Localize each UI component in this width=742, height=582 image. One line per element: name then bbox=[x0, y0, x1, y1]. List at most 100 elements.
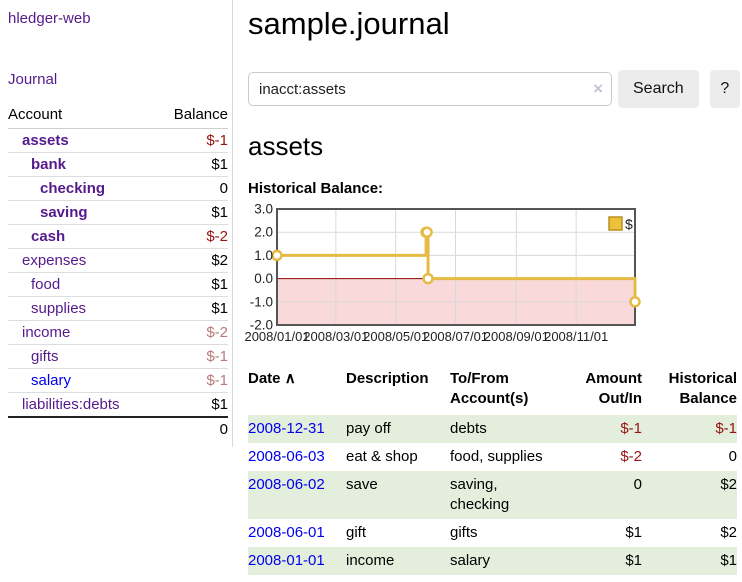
account-balance-value: $1 bbox=[156, 392, 228, 418]
y-axis-tick-label: -2.0 bbox=[250, 318, 273, 333]
account-row: income $-2 bbox=[8, 320, 228, 345]
data-point-marker bbox=[422, 272, 434, 285]
sidebar-item-journal[interactable]: Journal bbox=[8, 71, 58, 88]
sidebar-account-link[interactable]: checking bbox=[40, 180, 106, 197]
data-point-marker bbox=[629, 296, 641, 308]
chart-svg: 3.0 2.0 1.0 0.0 -1.0 -2.02008/01/012008/03/01… bbox=[244, 202, 641, 344]
transaction-description: income bbox=[346, 552, 395, 569]
x-axis-tick-label: 2008/05/01 bbox=[363, 329, 428, 344]
sidebar-account-link[interactable]: liabilities:debts bbox=[22, 396, 120, 413]
sidebar-account-link[interactable]: bank bbox=[31, 156, 67, 173]
transaction-date-link[interactable]: 2008-06-03 bbox=[248, 448, 325, 465]
account-balance-value: $-2 bbox=[156, 320, 228, 345]
sort-ascending-icon: ∧ bbox=[284, 370, 296, 387]
account-row: cash $-2 bbox=[8, 224, 228, 249]
sidebar-account-link[interactable]: expenses bbox=[22, 252, 87, 269]
transaction-description: save bbox=[346, 476, 378, 493]
transaction-accounts: debts bbox=[450, 420, 487, 437]
plot-border bbox=[276, 208, 636, 326]
account-row: gifts $-1 bbox=[8, 344, 228, 369]
app-title-link[interactable]: hledger-web bbox=[8, 10, 91, 27]
account-row: supplies $1 bbox=[8, 296, 228, 321]
sidebar-account-link[interactable]: assets bbox=[22, 132, 69, 149]
account-row: food $1 bbox=[8, 272, 228, 297]
register-table: Date ∧ Description To/From Account(s) Am… bbox=[248, 367, 737, 575]
sidebar-account-link[interactable]: cash bbox=[31, 228, 66, 245]
register-row: 2008-12-31 pay off debts $-1 $-1 bbox=[248, 415, 737, 443]
search-button[interactable]: Search bbox=[618, 70, 699, 108]
accounts-total-balance: 0 bbox=[156, 416, 228, 441]
accounts-column-header: To/From Account(s) bbox=[450, 370, 529, 407]
transaction-accounts: gifts bbox=[450, 524, 478, 541]
main-content: sample.journal × Search ? assets Histori… bbox=[244, 0, 740, 575]
sidebar-account-link[interactable]: gifts bbox=[31, 348, 59, 365]
transaction-description: pay off bbox=[346, 420, 391, 437]
account-row: bank $1 bbox=[8, 152, 228, 177]
x-axis-tick-label: 2008/07/01 bbox=[423, 329, 488, 344]
sidebar-account-link[interactable]: income bbox=[22, 324, 71, 341]
x-axis-tick-label: 2008/09/01 bbox=[484, 329, 549, 344]
sidebar-account-link[interactable]: food bbox=[31, 276, 61, 293]
help-button[interactable]: ? bbox=[709, 70, 740, 108]
account-heading: assets bbox=[248, 131, 324, 161]
account-row: assets $-1 bbox=[8, 128, 228, 153]
transaction-amount: $1 bbox=[625, 552, 642, 569]
sidebar-account-link[interactable]: supplies bbox=[31, 300, 87, 317]
x-axis-tick-label: 2008/03/01 bbox=[303, 329, 368, 344]
transaction-amount: $-1 bbox=[620, 420, 642, 437]
chart-title: Historical Balance: bbox=[248, 180, 384, 197]
register-row: 2008-06-02 save saving, checking 0 $2 bbox=[248, 471, 737, 519]
account-balance-value: $2 bbox=[156, 248, 228, 273]
transaction-description: eat & shop bbox=[346, 448, 418, 465]
account-row: saving $1 bbox=[8, 200, 228, 225]
transaction-date-link[interactable]: 2008-06-01 bbox=[248, 524, 325, 541]
register-header-row: Date ∧ Description To/From Account(s) Am… bbox=[248, 367, 737, 415]
transaction-date-link[interactable]: 2008-01-01 bbox=[248, 552, 325, 569]
account-balance-value: $1 bbox=[156, 200, 228, 225]
account-balance-value: 0 bbox=[156, 176, 228, 201]
transaction-date-link[interactable]: 2008-06-02 bbox=[248, 476, 325, 493]
data-point-marker bbox=[421, 226, 433, 238]
account-balance-value: $1 bbox=[156, 152, 228, 177]
transaction-description: gift bbox=[346, 524, 367, 541]
y-axis-tick-label: 1.0 bbox=[254, 248, 273, 263]
transaction-balance: 0 bbox=[728, 448, 737, 465]
balance-column-header: Balance bbox=[156, 103, 228, 129]
transaction-balance: $2 bbox=[720, 524, 737, 541]
y-axis-tick-label: -1.0 bbox=[250, 294, 273, 309]
date-column-header[interactable]: Date ∧ bbox=[248, 370, 296, 387]
y-axis-tick-label: 0.0 bbox=[254, 271, 273, 286]
account-row: salary $-1 bbox=[8, 368, 228, 393]
sidebar-account-link[interactable]: salary bbox=[31, 372, 72, 389]
page-title: sample.journal bbox=[248, 6, 450, 41]
y-axis-tick-label: 2.0 bbox=[254, 225, 273, 240]
sidebar-account-link[interactable]: saving bbox=[40, 204, 88, 221]
sidebar: hledger-web Journal Account Balance asse… bbox=[0, 0, 233, 447]
legend-label: $ bbox=[625, 216, 633, 232]
accounts-column-header: Account bbox=[8, 103, 157, 129]
search-input[interactable] bbox=[248, 72, 612, 106]
data-point-marker bbox=[271, 249, 283, 262]
transaction-date-link[interactable]: 2008-12-31 bbox=[248, 420, 325, 437]
historical-balance-chart: 3.0 2.0 1.0 0.0 -1.0 -2.0 2008/01/01 2008/03/01… bbox=[244, 202, 740, 350]
transaction-balance: $1 bbox=[720, 552, 737, 569]
search-form: × Search ? bbox=[248, 70, 740, 108]
clear-search-icon[interactable]: × bbox=[593, 79, 603, 98]
account-balance-value: $-1 bbox=[156, 368, 228, 393]
account-balance-value: $-2 bbox=[156, 224, 228, 249]
account-balance-value: $1 bbox=[156, 296, 228, 321]
register-row: 2008-06-03 eat & shop food, supplies $-2 0 bbox=[248, 443, 737, 471]
account-row: checking 0 bbox=[8, 176, 228, 201]
transaction-amount: $1 bbox=[625, 524, 642, 541]
transaction-accounts: salary bbox=[450, 552, 491, 569]
account-balance-value: $1 bbox=[156, 272, 228, 297]
y-axis-tick-label: 3.0 bbox=[254, 202, 273, 217]
amount-column-header: Amount Out/In bbox=[585, 370, 642, 407]
transaction-accounts: food, supplies bbox=[450, 448, 543, 465]
transaction-balance: $2 bbox=[720, 476, 737, 493]
register-row: 2008-06-01 gift gifts $1 $2 bbox=[248, 519, 737, 547]
legend-swatch bbox=[608, 216, 623, 231]
accounts-total-row: 0 bbox=[8, 416, 228, 441]
x-axis-tick-label: 2008/11/01 bbox=[544, 329, 608, 344]
transaction-balance: $-1 bbox=[715, 420, 737, 437]
